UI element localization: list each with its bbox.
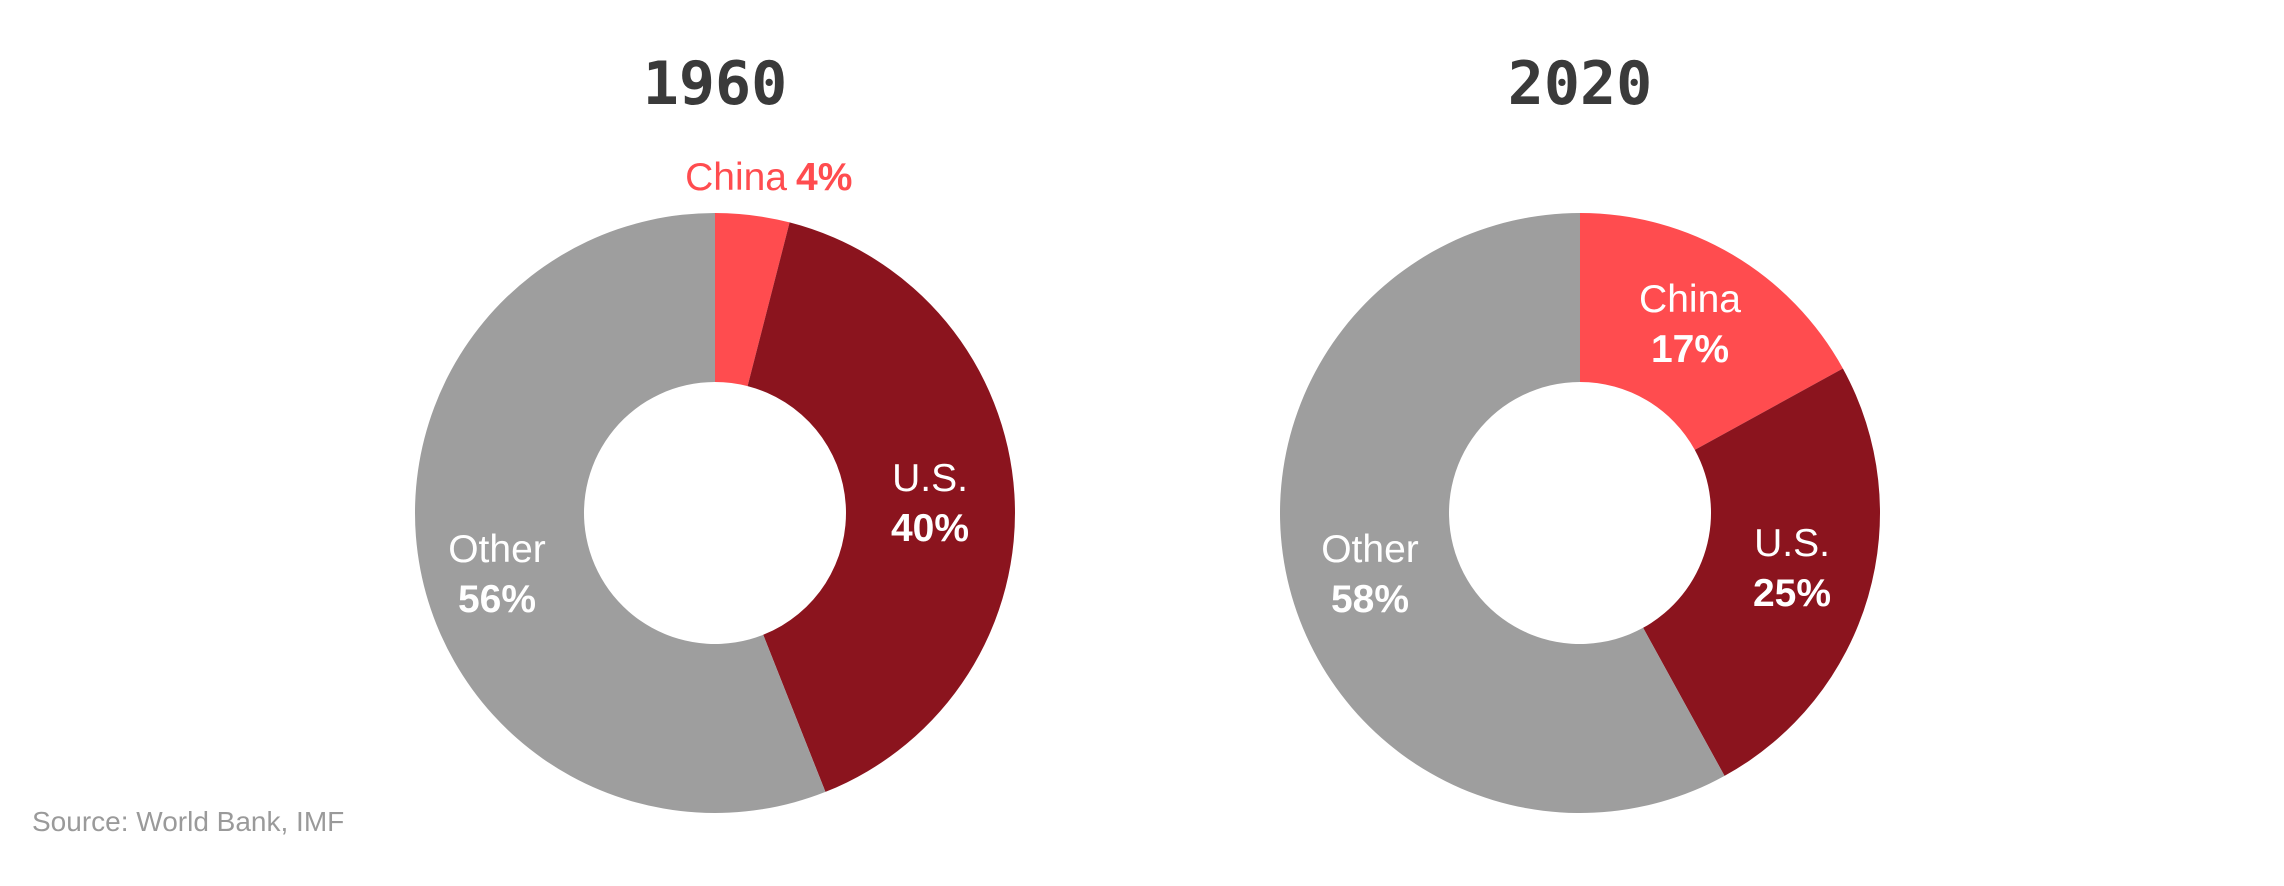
source-note: Source: World Bank, IMF xyxy=(32,806,345,837)
slice-label-us-2020: U.S. 25% xyxy=(1753,522,1831,615)
slice-label-other-2020-value: 58% xyxy=(1331,578,1409,621)
slice-label-other-1960: Other 56% xyxy=(448,528,546,621)
slice-label-china-2020-value: 17% xyxy=(1651,328,1729,371)
chart-2020: 2020 China 17% U.S. 25% Other 58% xyxy=(1280,49,1881,813)
slice-label-china-1960-value: 4% xyxy=(796,156,852,199)
slice-label-us-2020-name: U.S. xyxy=(1754,522,1830,565)
chart-title-1960: 1960 xyxy=(643,49,788,119)
slice-label-china-2020-name: China xyxy=(1639,278,1741,321)
slice-other-2020 xyxy=(1280,213,1725,813)
slice-china-1960 xyxy=(715,213,790,387)
slice-label-other-1960-value: 56% xyxy=(458,578,536,621)
slices-1960 xyxy=(414,212,1015,813)
slices-2020 xyxy=(1280,213,1881,813)
slice-china-2020 xyxy=(1580,213,1843,450)
slice-label-other-2020: Other 58% xyxy=(1321,528,1419,621)
slice-label-china-1960: China 4% xyxy=(685,156,852,199)
slice-label-us-2020-value: 25% xyxy=(1753,572,1831,615)
slice-u-s-1960 xyxy=(747,222,1015,792)
slice-label-china-2020: China 17% xyxy=(1639,278,1741,371)
chart-1960: 1960 China 4% U.S. 40% Other 56% xyxy=(414,49,1015,813)
slice-label-us-1960: U.S. 40% xyxy=(891,457,969,550)
slice-label-us-1960-value: 40% xyxy=(891,507,969,550)
slice-u-s-2020 xyxy=(1643,368,1881,776)
chart-title-2020: 2020 xyxy=(1508,49,1653,119)
slice-label-other-2020-name: Other xyxy=(1321,528,1419,571)
slice-label-us-1960-name: U.S. xyxy=(892,457,968,500)
slice-label-other-1960-name: Other xyxy=(448,528,546,571)
slice-label-china-1960-name: China xyxy=(685,156,787,199)
slice-other-1960 xyxy=(414,212,826,813)
